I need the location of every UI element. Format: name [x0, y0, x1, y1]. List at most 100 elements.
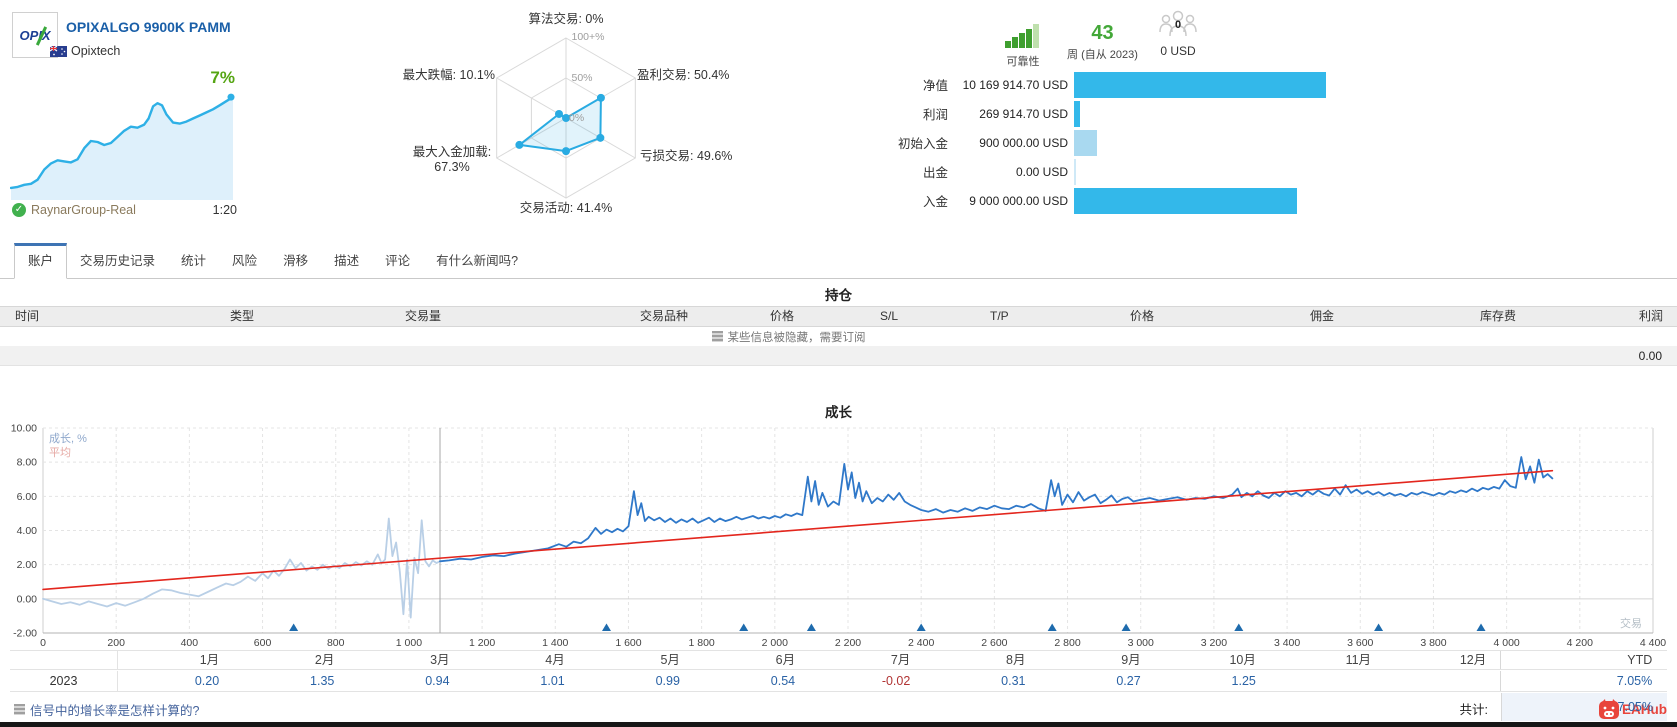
eahub-pig-icon — [1599, 699, 1619, 719]
help-icon — [14, 704, 25, 715]
radar-axis-activity: 交易活动: 41.4% — [519, 201, 613, 215]
month-value-8: 0.31 — [1001, 674, 1026, 688]
column-header-0: 时间 — [15, 309, 40, 323]
svg-text:8.00: 8.00 — [17, 457, 38, 469]
month-value-7: -0.02 — [881, 674, 911, 688]
column-header-4: 价格 — [770, 309, 795, 323]
hidden-info-icon — [711, 331, 723, 342]
signal-author[interactable]: Opixtech — [50, 44, 120, 58]
year-header-cell — [10, 651, 118, 669]
growth-question-link[interactable]: 信号中的增长率是怎样计算的? — [14, 700, 199, 719]
tab-slippage[interactable]: 滑移 — [283, 254, 309, 268]
radar-polygon — [515, 93, 605, 156]
stat-bar — [1074, 71, 1326, 98]
australia-flag-icon — [50, 45, 67, 57]
reliability-bars-icon — [1005, 24, 1039, 48]
svg-text:1 400: 1 400 — [542, 637, 568, 649]
tab-reviews[interactable]: 评论 — [385, 254, 411, 268]
svg-text:1 600: 1 600 — [615, 637, 641, 649]
svg-text:4 000: 4 000 — [1493, 637, 1519, 649]
svg-text:4 200: 4 200 — [1567, 637, 1593, 649]
column-header-2: 交易量 — [405, 309, 442, 323]
column-header-6: T/P — [990, 309, 1009, 323]
tab-trading-history[interactable]: 交易历史记录 — [80, 254, 156, 268]
author-name: Opixtech — [71, 44, 121, 58]
svg-text:2 200: 2 200 — [835, 637, 861, 649]
stat-row-2: 初始入金 900 000.00 USD — [878, 128, 1677, 157]
month-header-3: 3月 — [430, 653, 450, 667]
tab-account[interactable]: 账户 — [14, 243, 68, 279]
verified-check-icon: ✓ — [12, 203, 26, 217]
growth-title: 成长 — [825, 405, 852, 420]
column-header-1: 类型 — [230, 309, 255, 323]
tab-statistics[interactable]: 统计 — [181, 254, 207, 268]
svg-text:3 800: 3 800 — [1420, 637, 1446, 649]
month-value-10: 1.25 — [1231, 674, 1256, 688]
radar-axis-load: 最大入金加载: 67.3% — [412, 145, 492, 174]
radar-axis-profit: 盈利交易: 50.4% — [637, 68, 730, 82]
tab-risks[interactable]: 风险 — [232, 254, 258, 268]
stat-value: 0.00 USD — [1015, 164, 1068, 179]
grand-total-label: 共计: — [1459, 703, 1488, 717]
investors-count: 0 — [1174, 19, 1182, 31]
svg-text:3 200: 3 200 — [1201, 637, 1227, 649]
column-header-3: 交易品种 — [640, 309, 689, 323]
svg-text:平均: 平均 — [49, 446, 71, 459]
positions-hidden-note[interactable]: 某些信息被隐藏，需要订阅 — [0, 327, 1677, 346]
svg-text:2 400: 2 400 — [908, 637, 934, 649]
stat-row-0: 净值 10 169 914.70 USD — [878, 70, 1677, 99]
stat-row-1: 利润 269 914.70 USD — [878, 99, 1677, 128]
stat-row-4: 入金 9 000 000.00 USD — [878, 186, 1677, 215]
radar-axis-algo: 算法交易: 0% — [528, 12, 604, 26]
month-header-8: 8月 — [1006, 653, 1026, 667]
column-header-5: S/L — [880, 309, 899, 323]
month-header-7: 7月 — [890, 653, 911, 667]
eahub-text: EAHub — [1622, 701, 1667, 717]
months-values-row: 2023 0.20 1.35 0.94 1.01 0.99 0.54 -0.02 0.31 0.2… — [10, 671, 1667, 692]
svg-text:800: 800 — [327, 637, 345, 649]
radar-block: 算法交易: 0% 100+% 50% 0% 盈利交易: 50.4% 亏损交易: … — [380, 0, 760, 230]
radar-ring-50: 50% — [571, 72, 593, 84]
positions-total-row: 0.00 — [0, 346, 1677, 366]
svg-text:0.00: 0.00 — [17, 593, 38, 605]
year-cell: 2023 — [10, 671, 118, 691]
account-row: ✓ RaynarGroup-Real 1:20 — [12, 203, 237, 217]
leverage-value: 1:20 — [212, 203, 237, 217]
tab-bar-divider — [0, 278, 1677, 279]
month-value-9: 0.27 — [1116, 674, 1141, 688]
stat-label: 入金 — [922, 195, 948, 209]
stat-bar — [1074, 129, 1097, 156]
ytd-header-cell: YTD — [1500, 651, 1666, 669]
month-value-2: 1.35 — [310, 674, 335, 688]
eahub-watermark[interactable]: EAHub — [1599, 699, 1667, 719]
grid — [42, 427, 1654, 634]
signal-title[interactable]: OPIXALGO 9900K PAMM — [66, 19, 231, 35]
svg-text:10.00: 10.00 — [11, 423, 37, 435]
column-header-9: 库存费 — [1480, 309, 1517, 323]
svg-text:1 800: 1 800 — [688, 637, 714, 649]
radar-ring-0: 0% — [569, 112, 585, 124]
svg-text:2.00: 2.00 — [17, 559, 38, 571]
positions-title: 持仓 — [825, 288, 852, 303]
tab-news[interactable]: 有什么新闻吗? — [436, 254, 519, 268]
svg-text:6.00: 6.00 — [17, 491, 38, 503]
growth-chart[interactable]: 0 200 400 600 800 1 000 1 200 1 400 1 600 1 800 2 … — [0, 420, 1677, 658]
month-header-9: 9月 — [1121, 653, 1141, 667]
stat-bar — [1074, 100, 1080, 127]
svg-text:-2.00: -2.00 — [13, 628, 37, 640]
account-name[interactable]: RaynarGroup-Real — [31, 203, 136, 217]
month-header-5: 5月 — [660, 653, 680, 667]
opix-logo: OPIX — [12, 12, 58, 58]
month-value-3: 0.94 — [425, 674, 450, 688]
month-header-2: 2月 — [314, 653, 335, 667]
ytd-total-cell — [1501, 693, 1667, 721]
svg-text:400: 400 — [181, 637, 199, 649]
trade-markers — [289, 623, 1486, 631]
tab-description[interactable]: 描述 — [334, 254, 360, 268]
month-value-5: 0.99 — [655, 674, 680, 688]
svg-text:3 600: 3 600 — [1347, 637, 1373, 649]
radar-axis-loss: 亏损交易: 49.6% — [640, 149, 733, 163]
hidden-note-text: 某些信息被隐藏，需要订阅 — [727, 331, 866, 344]
month-header-4: 4月 — [545, 653, 565, 667]
radar-axis-drawdown: 最大跌幅: 10.1% — [402, 68, 495, 82]
